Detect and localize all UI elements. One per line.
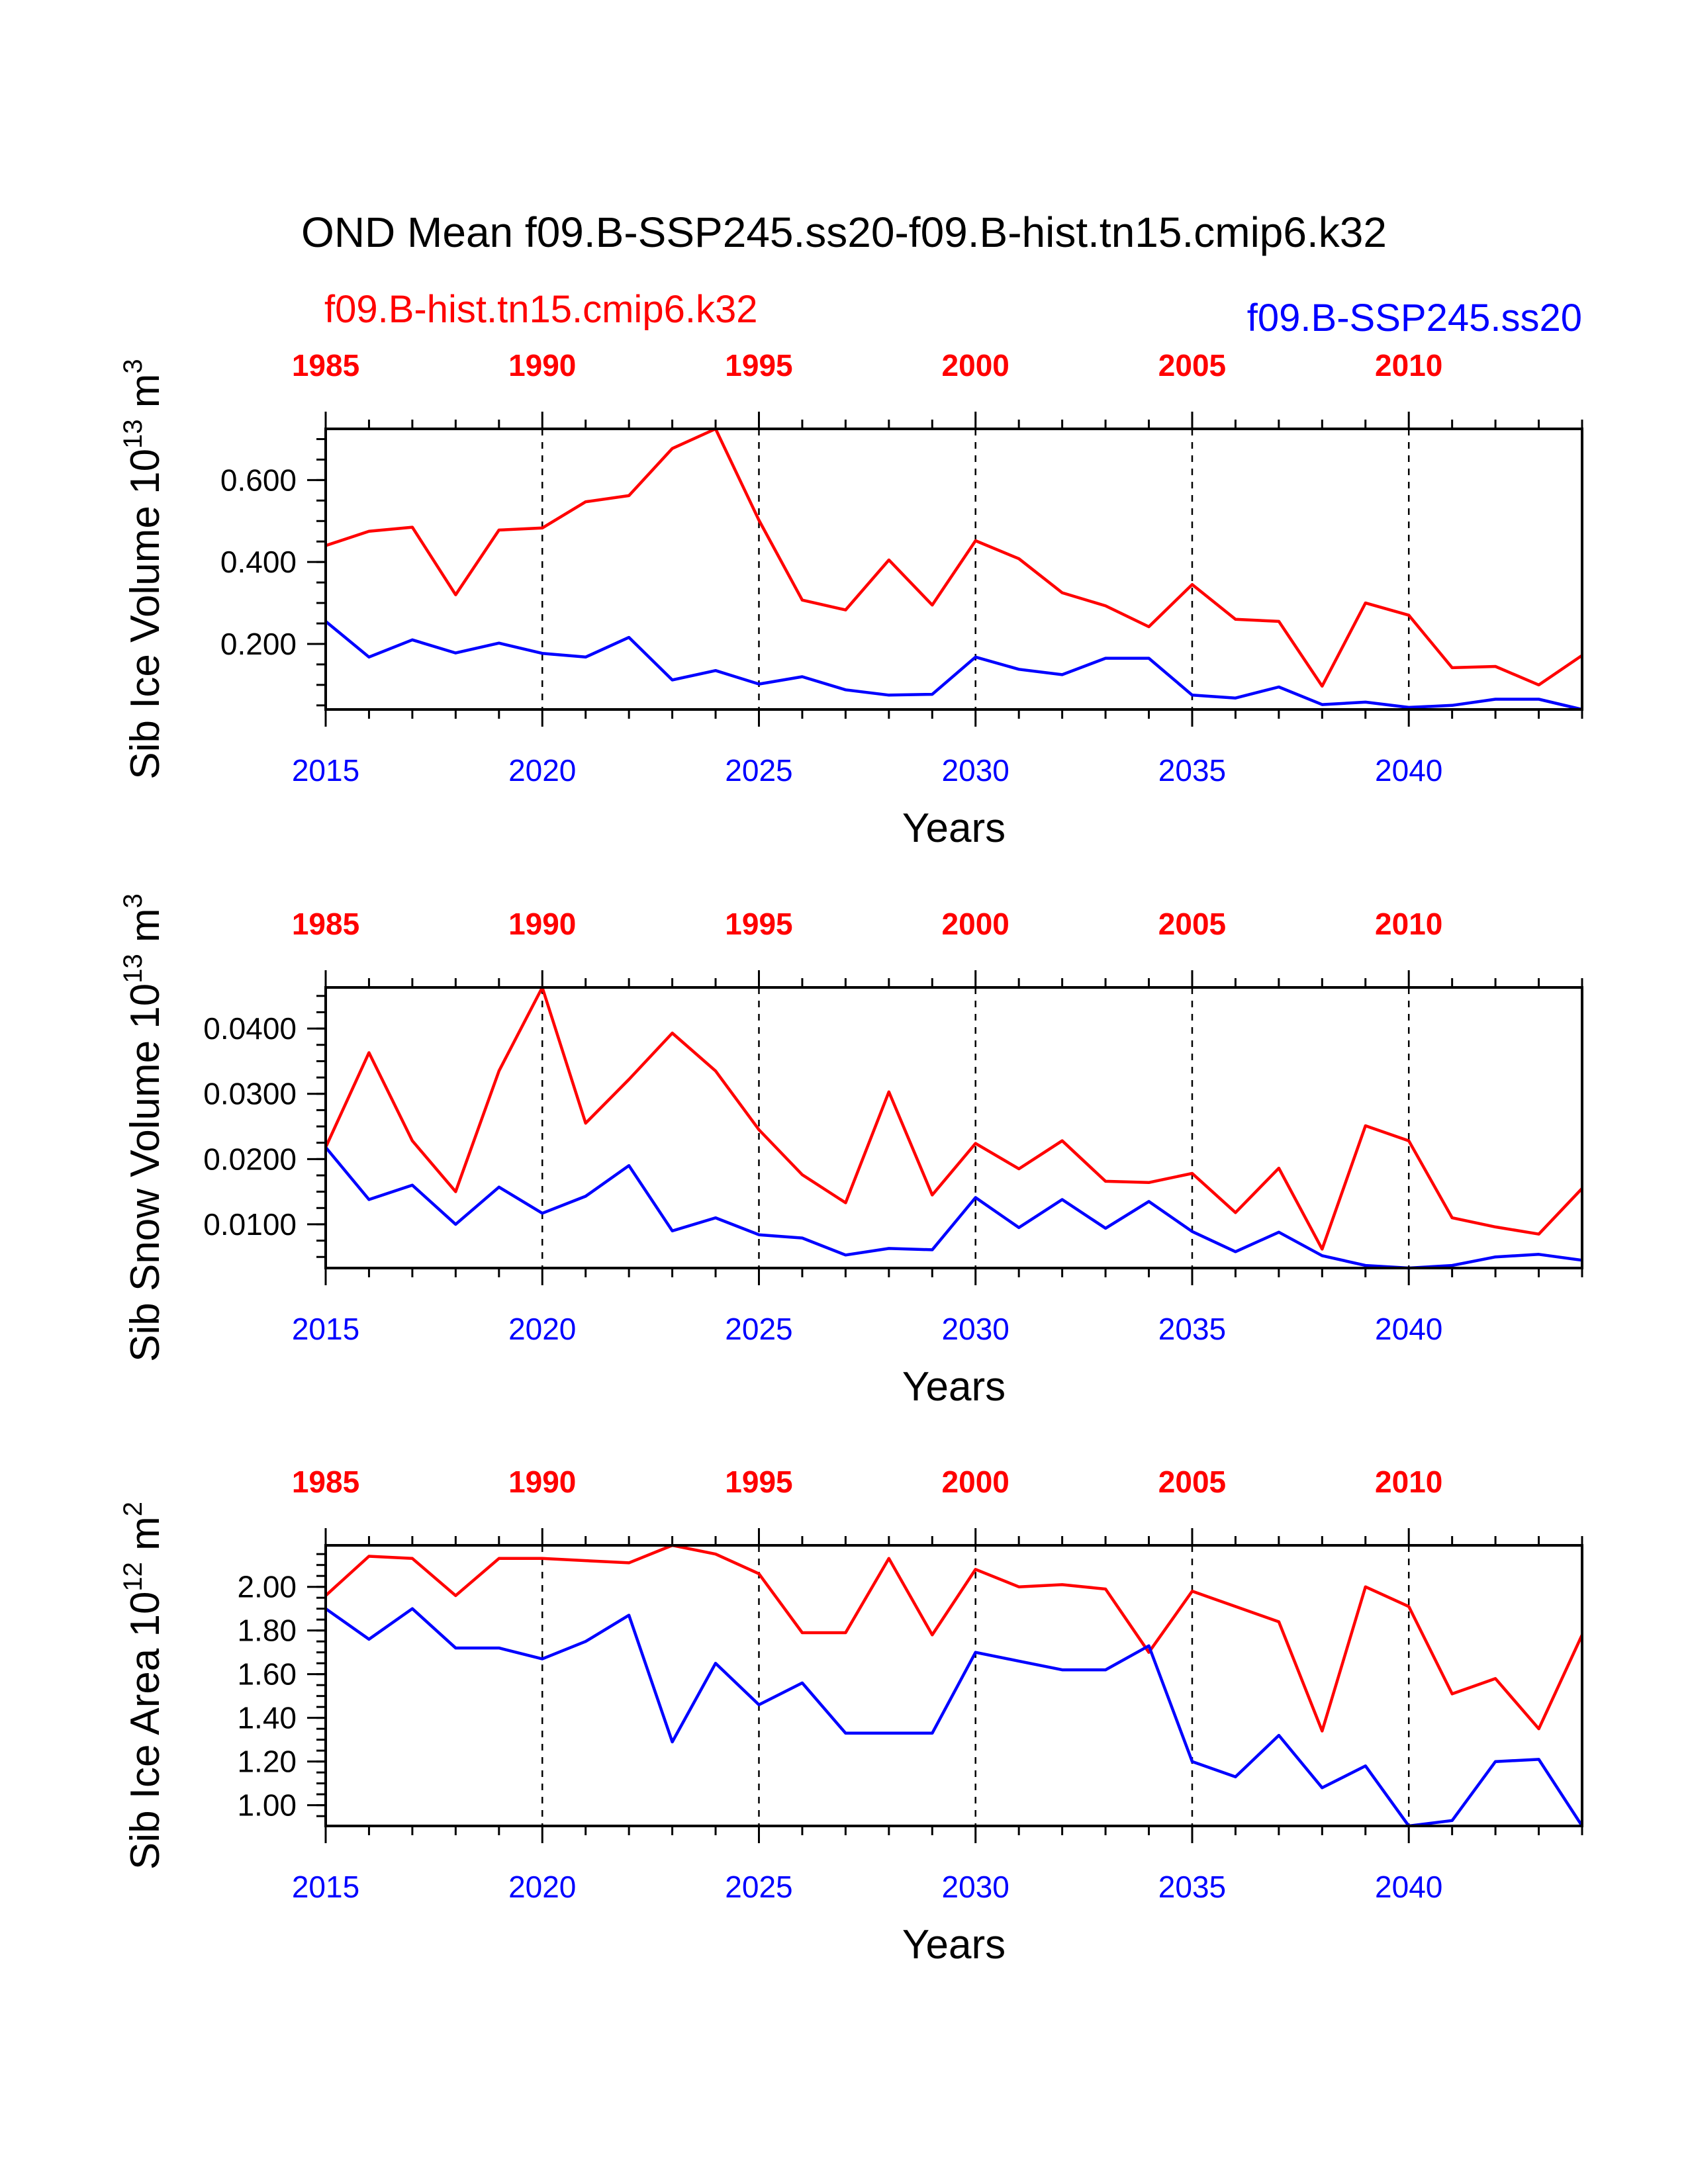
series-line-ssp xyxy=(324,620,1583,711)
plot-frame xyxy=(324,428,1583,711)
x-tick-label: 2035 xyxy=(1158,1312,1226,1346)
x-tick-label: 2040 xyxy=(1375,753,1442,788)
x2-tick-label: 2000 xyxy=(942,1465,1009,1499)
panels: 2015 2020 2025 2030 2035 2040 1985 1990 1995 2000… xyxy=(118,348,1584,1968)
x2-tick-label: 1985 xyxy=(292,907,359,941)
series-line-hist xyxy=(325,427,1583,688)
y-tick-label: 0.0400 xyxy=(203,1011,297,1046)
x-tick-label: 2035 xyxy=(1158,753,1226,788)
x2-tick-label: 1990 xyxy=(508,1465,576,1499)
x2-tick-label: 1995 xyxy=(725,1465,792,1499)
x-tick-label: 2025 xyxy=(725,1870,792,1904)
y-tick-label: 0.200 xyxy=(220,627,297,661)
x2-tick-label: 1995 xyxy=(725,907,792,941)
x-tick-label: 2040 xyxy=(1375,1312,1442,1346)
x-tick-label: 2025 xyxy=(725,753,792,788)
x2-tick-label: 2010 xyxy=(1375,907,1442,941)
panel-2: 2015 2020 2025 2030 2035 2040 1985 1990 1995 2000… xyxy=(118,893,1583,1410)
series-line-hist xyxy=(324,1543,1584,1733)
panel-3: 2015 2020 2025 2030 2035 2040 1985 1990 1995 2000… xyxy=(118,1465,1584,1968)
y-tick-label: 0.600 xyxy=(220,463,297,497)
x-tick-label: 2020 xyxy=(508,1312,576,1346)
x-tick-label: 2020 xyxy=(508,1870,576,1904)
series-line-ssp xyxy=(324,1607,1583,1828)
x2-tick-label: 1995 xyxy=(725,348,792,383)
plot-frame xyxy=(324,986,1583,1269)
y-tick-label: 1.40 xyxy=(237,1701,297,1735)
y-axis-title: Sib Snow Volume 1013 m3 xyxy=(118,893,168,1362)
x-tick-label: 2020 xyxy=(508,753,576,788)
x-axis-title: Years xyxy=(902,805,1006,851)
x-tick-label: 2015 xyxy=(292,1870,359,1904)
x2-tick-label: 1990 xyxy=(508,348,576,383)
legend-ssp-label: f09.B-SSP245.ss20 xyxy=(1247,296,1582,340)
x-axis-title: Years xyxy=(902,1364,1006,1410)
y-tick-label: 0.0100 xyxy=(203,1207,297,1242)
x-tick-label: 2025 xyxy=(725,1312,792,1346)
chart-title: OND Mean f09.B-SSP245.ss20-f09.B-hist.tn… xyxy=(301,208,1387,256)
x2-tick-label: 2005 xyxy=(1158,348,1226,383)
plot-frame xyxy=(324,1544,1583,1827)
x-tick-label: 2030 xyxy=(942,753,1009,788)
x2-tick-label: 2000 xyxy=(942,348,1009,383)
x2-tick-label: 2005 xyxy=(1158,1465,1226,1499)
y-tick-label: 1.00 xyxy=(237,1788,297,1823)
x2-tick-label: 2010 xyxy=(1375,348,1442,383)
x-tick-label: 2040 xyxy=(1375,1870,1442,1904)
x2-tick-label: 2000 xyxy=(942,907,1009,941)
x-tick-label: 2035 xyxy=(1158,1870,1226,1904)
y-tick-label: 1.20 xyxy=(237,1745,297,1779)
y-tick-label: 1.80 xyxy=(237,1614,297,1648)
y-tick-label: 0.0300 xyxy=(203,1077,297,1111)
legend-hist-label: f09.B-hist.tn15.cmip6.k32 xyxy=(324,288,757,331)
x-tick-label: 2030 xyxy=(942,1312,1009,1346)
x-tick-label: 2015 xyxy=(292,753,359,788)
series-line-hist xyxy=(324,985,1583,1251)
x-tick-label: 2030 xyxy=(942,1870,1009,1904)
x2-tick-label: 2005 xyxy=(1158,907,1226,941)
y-tick-label: 2.00 xyxy=(237,1570,297,1604)
series-line-ssp xyxy=(324,1146,1583,1270)
y-axis-title: Sib Ice Area 1012 m2 xyxy=(118,1502,168,1870)
x2-tick-label: 1990 xyxy=(508,907,576,941)
y-axis-title: Sib Ice Volume 1013 m3 xyxy=(118,359,168,779)
y-tick-label: 0.400 xyxy=(220,545,297,579)
x2-tick-label: 1985 xyxy=(292,1465,359,1499)
x2-tick-label: 2010 xyxy=(1375,1465,1442,1499)
x-tick-label: 2015 xyxy=(292,1312,359,1346)
x2-tick-label: 1985 xyxy=(292,348,359,383)
y-tick-label: 0.0200 xyxy=(203,1142,297,1176)
y-tick-label: 1.60 xyxy=(237,1657,297,1692)
panel-1: 2015 2020 2025 2030 2035 2040 1985 1990 1995 2000… xyxy=(118,348,1583,851)
x-axis-title: Years xyxy=(902,1922,1006,1968)
